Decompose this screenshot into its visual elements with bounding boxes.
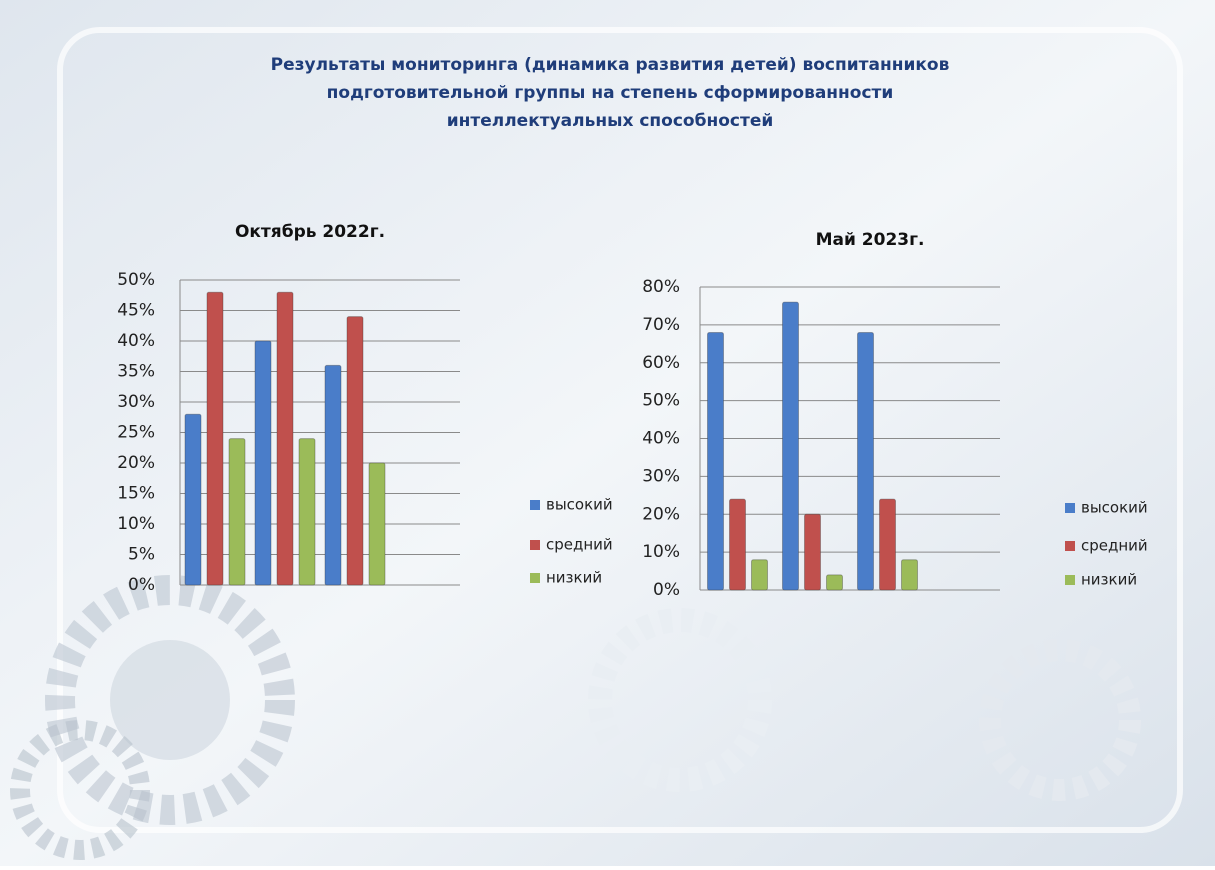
legend-swatch xyxy=(1065,575,1075,585)
y-tick-label: 70% xyxy=(642,315,680,335)
bar xyxy=(369,463,385,585)
bar xyxy=(708,332,724,590)
bar xyxy=(805,514,821,590)
chart-title: Октябрь 2022г. xyxy=(235,222,385,242)
bar xyxy=(858,332,874,590)
legend-swatch xyxy=(530,573,540,583)
bar xyxy=(827,575,843,590)
legend-label: низкий xyxy=(1081,571,1137,589)
bar xyxy=(880,499,896,590)
legend-label: средний xyxy=(1081,537,1148,555)
y-tick-label: 10% xyxy=(642,542,680,562)
legend-swatch xyxy=(530,540,540,550)
chart-title: Май 2023г. xyxy=(816,230,925,250)
legend-label: низкий xyxy=(546,569,602,587)
y-tick-label: 30% xyxy=(117,392,155,412)
slide-title: Результаты мониторинга (динамика развити… xyxy=(271,55,950,75)
bar xyxy=(730,499,746,590)
y-tick-label: 40% xyxy=(642,429,680,449)
y-tick-label: 20% xyxy=(642,504,680,524)
y-tick-label: 30% xyxy=(642,466,680,486)
bar xyxy=(902,560,918,590)
y-tick-label: 40% xyxy=(117,331,155,351)
y-tick-label: 10% xyxy=(117,514,155,534)
bar xyxy=(277,292,293,585)
legend-swatch xyxy=(1065,503,1075,513)
y-tick-label: 25% xyxy=(117,423,155,443)
bar xyxy=(752,560,768,590)
bar xyxy=(229,439,245,585)
legend-label: высокий xyxy=(546,496,613,514)
y-tick-label: 0% xyxy=(653,580,680,600)
bar xyxy=(185,414,201,585)
y-tick-label: 0% xyxy=(128,575,155,595)
legend-label: средний xyxy=(546,536,613,554)
y-tick-label: 45% xyxy=(117,301,155,321)
legend-swatch xyxy=(530,500,540,510)
bar xyxy=(255,341,271,585)
legend-swatch xyxy=(1065,541,1075,551)
y-tick-label: 50% xyxy=(117,270,155,290)
y-tick-label: 5% xyxy=(128,545,155,565)
bar xyxy=(325,365,341,585)
bar xyxy=(207,292,223,585)
y-tick-label: 50% xyxy=(642,391,680,411)
slide: Результаты мониторинга (динамика развити… xyxy=(0,0,1215,866)
legend-label: высокий xyxy=(1081,499,1148,517)
y-tick-label: 20% xyxy=(117,453,155,473)
slide-title: подготовительной группы на степень сформ… xyxy=(327,83,894,103)
bar xyxy=(299,439,315,585)
y-tick-label: 60% xyxy=(642,353,680,373)
slide-title: интеллектуальных способностей xyxy=(447,111,774,131)
bar xyxy=(783,302,799,590)
y-tick-label: 15% xyxy=(117,484,155,504)
bar xyxy=(347,317,363,585)
y-tick-label: 80% xyxy=(642,277,680,297)
y-tick-label: 35% xyxy=(117,362,155,382)
